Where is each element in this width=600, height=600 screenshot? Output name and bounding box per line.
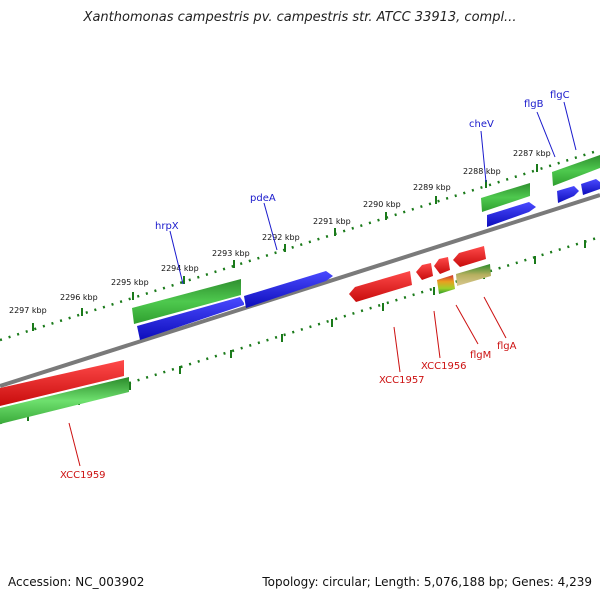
- coord-2292: 2292 kbp: [262, 233, 300, 242]
- gene-arrow-XCC1957[interactable]: [349, 271, 412, 302]
- upper-major-ticks: [32, 164, 538, 331]
- gene-arrow-pdeA[interactable]: [244, 271, 333, 308]
- gene-label-flgA: flgA: [497, 341, 517, 352]
- gene-arrow-flgM[interactable]: [434, 257, 450, 274]
- gene-arrow-XCC1959[interactable]: [0, 360, 124, 406]
- coord-2288: 2288 kbp: [463, 167, 501, 176]
- gene-label-XCC1959: XCC1959: [60, 470, 106, 481]
- reverse-genes: [0, 246, 486, 406]
- operon-box-cheV[interactable]: [481, 183, 530, 212]
- operon-box-flg[interactable]: [552, 155, 600, 186]
- gene-label-pdeA: pdeA: [250, 193, 276, 204]
- reverse-operon-boxes: [0, 264, 491, 424]
- gene-arrow-cheV[interactable]: [487, 202, 536, 227]
- gene-label-hrpX: hrpX: [155, 221, 179, 232]
- gene-arrow-XCC1956[interactable]: [416, 263, 433, 280]
- forward-leaders: [169, 101, 577, 285]
- gene-label-XCC1956: XCC1956: [421, 361, 467, 372]
- gene-arrow-flgA[interactable]: [453, 246, 486, 267]
- coord-2289: 2289 kbp: [413, 183, 451, 192]
- gene-label-flgB: flgB: [524, 99, 544, 110]
- coord-2295: 2295 kbp: [111, 278, 149, 287]
- upper-ruler: [0, 148, 600, 342]
- forward-genes: [137, 179, 600, 340]
- coord-2296: 2296 kbp: [60, 293, 98, 302]
- coordinate-labels: 2297 kbp 2296 kbp 2295 kbp 2294 kbp 2293…: [9, 149, 551, 315]
- gene-arrow-flgC[interactable]: [581, 179, 600, 195]
- genome-info-text: Topology: circular; Length: 5,076,188 bp…: [262, 575, 592, 589]
- gene-label-XCC1957: XCC1957: [379, 375, 425, 386]
- gene-labels: hrpX pdeA cheV flgB flgC XCC1957 XCC1956…: [60, 90, 570, 481]
- page-title: Xanthomonas campestris pv. campestris st…: [83, 10, 517, 25]
- coord-2297: 2297 kbp: [9, 306, 47, 315]
- operon-box-flgM[interactable]: [437, 275, 455, 294]
- coord-2290: 2290 kbp: [363, 200, 401, 209]
- gene-label-flgC: flgC: [550, 90, 570, 101]
- reverse-leaders: [68, 296, 507, 467]
- gene-label-cheV: cheV: [469, 119, 494, 130]
- gene-label-flgM: flgM: [470, 350, 491, 361]
- genome-axis: [0, 193, 600, 388]
- operon-box-hrpX[interactable]: [132, 279, 241, 324]
- coord-2287: 2287 kbp: [513, 149, 551, 158]
- coord-2293: 2293 kbp: [212, 249, 250, 258]
- coord-2294: 2294 kbp: [161, 264, 199, 273]
- forward-operon-boxes: [132, 155, 600, 324]
- accession-text: Accession: NC_003902: [8, 575, 145, 589]
- gene-arrow-flgB[interactable]: [557, 186, 579, 203]
- coord-2291: 2291 kbp: [313, 217, 351, 226]
- operon-box-XCC1959[interactable]: [0, 377, 129, 424]
- lower-ruler: [0, 235, 600, 425]
- operon-box-flgA[interactable]: [456, 264, 491, 286]
- gene-arrow-hrpX[interactable]: [137, 297, 244, 340]
